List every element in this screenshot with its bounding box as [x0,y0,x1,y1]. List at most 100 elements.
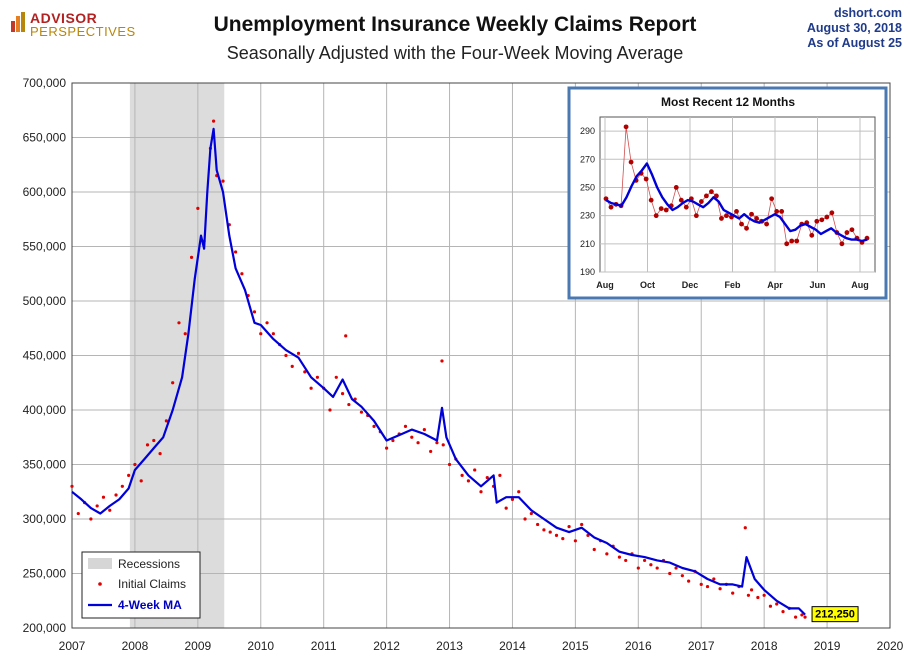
y-tick-label: 350,000 [23,458,67,472]
initial-claims-point [529,511,533,516]
initial-claims-point [803,615,807,619]
source-site: dshort.com [833,6,902,20]
initial-claims-point [416,441,420,445]
initial-claims-point [473,468,477,472]
initial-claims-point [561,537,565,541]
inset-claims-point [678,197,684,203]
initial-claims-point [139,479,143,483]
initial-claims-point [328,408,332,412]
initial-claims-point [548,530,552,534]
inset-claims-point [844,230,850,235]
inset-plot-area [599,116,876,273]
initial-claims-point [554,533,559,537]
initial-claims-point [680,574,684,578]
initial-claims-point [296,351,301,355]
initial-claims-point [359,410,364,414]
y-tick-label: 200,000 [23,621,67,635]
initial-claims-point [731,591,735,595]
y-tick-label: 650,000 [23,131,67,145]
x-tick-label: 2010 [247,639,274,653]
x-tick-label: 2011 [311,639,337,653]
y-tick-label: 300,000 [23,512,67,526]
inset-claims-point [698,199,704,204]
x-tick-label: 2018 [751,639,778,653]
initial-claims-point [76,511,80,516]
initial-claims-point [542,528,546,532]
inset-y-tick-label: 230 [580,211,595,221]
inset-claims-point [724,213,729,219]
x-tick-label: 2015 [562,639,589,653]
inset-claims-point [774,209,780,214]
initial-claims-point [649,563,653,567]
inset-claims-point [714,193,719,199]
initial-claims-point [101,495,106,499]
initial-claims-point [70,484,74,488]
initial-claims-point [592,547,596,552]
inset-claims-point [769,196,775,202]
x-tick-label: 2020 [877,639,904,653]
initial-claims-point [410,435,414,439]
legend-recessions-label: Recessions [118,557,180,571]
initial-claims-point [196,206,200,210]
y-tick-label: 450,000 [23,349,67,363]
initial-claims-point [334,375,338,379]
initial-claims-point [447,462,452,467]
inset-y-tick-label: 190 [580,267,595,277]
logo-mark-icon [11,12,25,32]
initial-claims-point [158,452,162,456]
inset-claims-point [608,204,614,210]
inset-claims-point [819,217,825,223]
initial-claims-point [705,584,710,589]
initial-claims-point [189,255,194,259]
initial-claims-point [517,490,521,494]
initial-claims-point [108,508,112,512]
initial-claims-point [171,381,175,385]
initial-claims-point [391,438,395,443]
initial-claims-point [429,449,433,454]
advisor-perspectives-logo: ADVISOR PERSPECTIVES [8,8,143,39]
initial-claims-point [636,566,640,570]
initial-claims-point [290,364,294,368]
logo-line2: PERSPECTIVES [30,24,136,39]
initial-claims-point [485,475,489,480]
initial-claims-point [315,375,319,379]
initial-claims-point [303,370,307,374]
initial-claims-point [617,555,622,559]
initial-claims-point [177,321,181,325]
inset-claims-point [693,213,699,219]
x-tick-label: 2016 [625,639,652,653]
x-tick-label: 2008 [122,639,149,653]
initial-claims-point [164,419,168,423]
four-week-ma-line [71,127,806,616]
initial-claims-point [498,473,502,477]
inset-claims-point [719,216,724,221]
initial-claims-point [340,392,345,396]
initial-claims-point [89,517,93,521]
initial-claims-point [441,443,445,447]
initial-claims-point [800,613,804,617]
initial-claims-point [435,441,439,445]
inset-claims-point [653,213,659,219]
inset-claims-point [849,227,855,233]
initial-claims-point [271,332,275,336]
initial-claims-point [183,332,187,336]
inset-claims-point [643,176,649,182]
inset-claims-point [734,209,739,214]
initial-claims-point [781,610,785,614]
inset-y-tick-label: 270 [580,154,595,164]
inset-y-tick-label: 210 [580,239,595,249]
initial-claims-point [133,462,137,467]
initial-claims-point [372,424,376,428]
y-tick-label: 700,000 [23,76,67,90]
initial-claims-point [749,588,754,592]
inset-claims-point [744,225,749,231]
initial-claims-point [344,334,348,338]
initial-claims-point [536,522,540,527]
last-value-box [811,606,859,623]
initial-claims-point [573,539,577,543]
initial-claims-point [152,438,156,443]
inset-title: Most Recent 12 Months [661,95,795,109]
source-asof: As of August 25 [807,36,902,50]
inset-x-tick-label: Jun [809,280,825,290]
